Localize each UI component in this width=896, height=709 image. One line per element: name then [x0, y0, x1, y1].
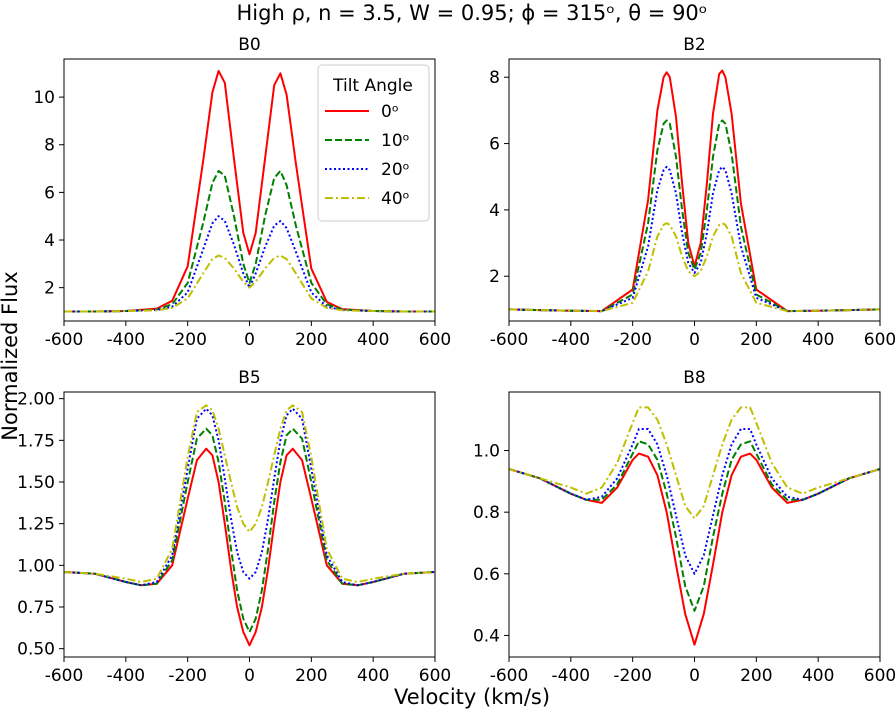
series-line-10deg: [508, 440, 881, 612]
series-line-0deg: [64, 69, 435, 313]
y-tick-label: 2: [489, 267, 500, 287]
x-tick-label: -200: [613, 330, 652, 350]
subplot-title: B0: [238, 35, 260, 55]
y-tick-label: 8: [44, 136, 55, 156]
x-tick-label: -400: [552, 330, 591, 350]
x-tick-label: 400: [357, 666, 389, 686]
subplot-b5: B5 -600 -400 -200 0 200 400 600 0.50 0.75 1.00 1.25…: [17, 368, 451, 686]
y-tick-label: 0.50: [17, 640, 55, 660]
series-line-40deg: [508, 406, 881, 520]
subplot-b2: B2 -600 -400 -200 0 200 400 600 2 4 6 8: [489, 35, 896, 350]
series-line-10deg: [508, 119, 881, 313]
y-tick-label: 6: [44, 183, 55, 203]
figure-suptitle: High ρ, n = 3.5, W = 0.95; ϕ = 315ᵒ, θ =…: [237, 1, 708, 25]
legend: Tilt Angle 0ᵒ 10ᵒ 20ᵒ 40ᵒ: [317, 64, 430, 222]
series-line-0deg: [508, 69, 881, 313]
x-tick-label: 0: [689, 330, 700, 350]
series-line-20deg: [63, 407, 436, 587]
series-line-20deg: [508, 428, 881, 575]
series-line-20deg: [508, 165, 881, 313]
y-tick-label: 10: [33, 88, 55, 108]
x-tick-label: -200: [168, 330, 207, 350]
y-tick-label: 0.8: [473, 503, 500, 523]
x-tick-label: -600: [490, 330, 529, 350]
y-tick-label: 0.6: [473, 565, 500, 585]
x-tick-label: 0: [244, 666, 255, 686]
plot-frame: [63, 391, 436, 658]
y-tick-label: 1.75: [17, 431, 55, 451]
y-tick-label: 2: [44, 279, 55, 299]
legend-title: Tilt Angle: [332, 76, 413, 96]
x-tick-label: -600: [490, 666, 529, 686]
y-tick-label: 1.00: [17, 556, 55, 576]
y-tick-label: 1.0: [473, 442, 500, 462]
x-tick-label: 0: [244, 330, 255, 350]
y-tick-label: 4: [489, 201, 500, 221]
series-line-40deg: [508, 222, 881, 313]
x-axis-label: Velocity (km/s): [394, 685, 550, 709]
legend-box: [317, 64, 430, 222]
x-tick-label: -200: [613, 666, 652, 686]
legend-label-20deg: 20ᵒ: [381, 160, 410, 180]
subplot-b8: B8 -600 -400 -200 0 200 400 600 0.4 0.6 0.8 1.0: [473, 368, 896, 686]
plot-frame: [508, 391, 881, 658]
series-line-0deg: [63, 447, 436, 647]
x-tick-label: -400: [107, 666, 146, 686]
x-tick-label: 400: [802, 330, 834, 350]
y-tick-label: 1.25: [17, 515, 55, 535]
legend-label-10deg: 10ᵒ: [381, 131, 410, 151]
x-tick-label: -600: [45, 330, 84, 350]
y-tick-label: 0.75: [17, 598, 55, 618]
series-line-10deg: [64, 169, 435, 313]
y-axis-label: Normalized Flux: [0, 271, 22, 440]
x-tick-label: 0: [689, 666, 700, 686]
x-tick-label: -400: [552, 666, 591, 686]
x-tick-label: 600: [419, 330, 451, 350]
series-line-0deg: [508, 452, 881, 646]
subplot-title: B8: [683, 368, 705, 388]
x-tick-label: 400: [357, 330, 389, 350]
x-tick-label: 600: [864, 666, 896, 686]
x-tick-label: 200: [740, 666, 772, 686]
y-tick-label: 6: [489, 135, 500, 155]
subplot-title: B5: [238, 368, 260, 388]
x-tick-label: -400: [107, 330, 146, 350]
x-tick-label: -600: [45, 666, 84, 686]
subplot-title: B2: [683, 35, 705, 55]
x-tick-label: -200: [168, 666, 207, 686]
x-tick-label: 200: [740, 330, 772, 350]
series-line-10deg: [63, 427, 436, 633]
y-tick-label: 8: [489, 68, 500, 88]
y-tick-label: 1.50: [17, 473, 55, 493]
series-line-40deg: [64, 254, 435, 313]
y-tick-label: 0.4: [473, 626, 500, 646]
y-tick-label: 4: [44, 231, 55, 251]
legend-label-40deg: 40ᵒ: [381, 189, 410, 209]
x-tick-label: 400: [802, 666, 834, 686]
legend-label-0deg: 0ᵒ: [381, 102, 399, 122]
series-line-40deg: [63, 404, 436, 583]
x-tick-label: 600: [419, 666, 451, 686]
plot-frame: [508, 58, 881, 322]
y-tick-label: 2.00: [17, 390, 55, 410]
series-line-20deg: [64, 215, 435, 313]
subplot-b0: B0 -600 -400 -200 0 200 400 600 2 4 6 8 10 Tilt Angle…: [33, 35, 451, 350]
x-tick-label: 200: [295, 330, 327, 350]
x-tick-label: 200: [295, 666, 327, 686]
x-tick-label: 600: [864, 330, 896, 350]
